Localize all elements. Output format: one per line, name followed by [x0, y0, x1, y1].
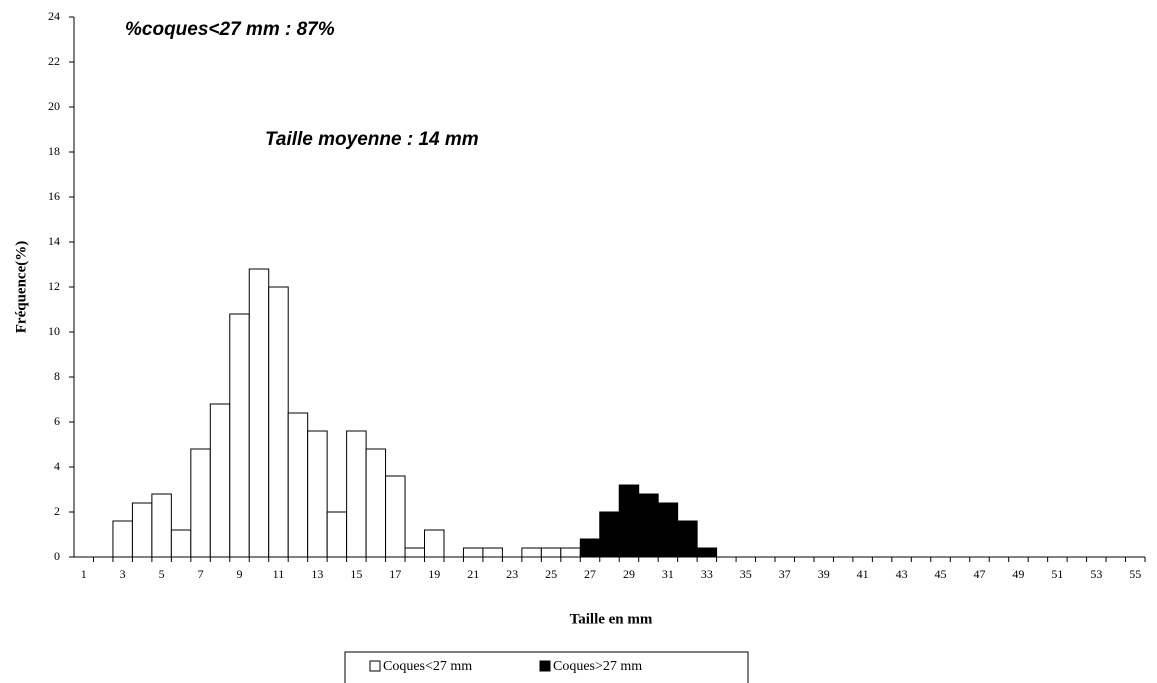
- x-tick-label: 39: [818, 567, 830, 581]
- y-tick-label: 6: [54, 414, 60, 428]
- x-tick-label: 49: [1012, 567, 1024, 581]
- x-tick-label: 31: [662, 567, 674, 581]
- x-tick-label: 51: [1051, 567, 1063, 581]
- x-tick-label: 11: [273, 567, 285, 581]
- x-tick-label: 21: [467, 567, 479, 581]
- x-tick-label: 55: [1129, 567, 1141, 581]
- y-tick-label: 12: [48, 279, 60, 293]
- legend-swatch: [369, 660, 381, 672]
- bar: [346, 430, 367, 558]
- bar: [385, 475, 406, 558]
- y-tick-label: 2: [54, 504, 60, 518]
- bar: [190, 448, 211, 558]
- bar: [287, 412, 309, 558]
- y-tick-label: 8: [54, 369, 60, 383]
- bar: [677, 520, 698, 558]
- x-tick-label: 15: [350, 567, 362, 581]
- bar: [462, 547, 484, 558]
- y-tick-label: 14: [48, 234, 60, 248]
- bar: [540, 547, 562, 558]
- x-tick-label: 5: [159, 567, 165, 581]
- bar: [307, 430, 328, 558]
- bar: [521, 547, 542, 558]
- x-axis-label: Taille en mm: [570, 611, 653, 627]
- x-tick-label: 19: [428, 567, 440, 581]
- x-tick-label: 25: [545, 567, 557, 581]
- x-tick-label: 13: [311, 567, 323, 581]
- bar: [638, 493, 659, 558]
- bar: [560, 547, 581, 558]
- x-tick-label: 7: [198, 567, 204, 581]
- x-tick-label: 27: [584, 567, 596, 581]
- legend-swatch: [539, 660, 551, 672]
- bar: [131, 502, 153, 558]
- y-tick-label: 4: [54, 459, 60, 473]
- x-tick-label: 29: [623, 567, 635, 581]
- x-tick-label: 17: [389, 567, 401, 581]
- y-tick-label: 22: [48, 54, 60, 68]
- bar: [424, 529, 445, 558]
- legend-label: Coques>27 mm: [553, 659, 642, 674]
- x-tick-label: 37: [779, 567, 791, 581]
- y-tick-label: 10: [48, 324, 60, 338]
- x-tick-label: 53: [1090, 567, 1102, 581]
- y-tick-label: 16: [48, 189, 60, 203]
- bar: [696, 547, 718, 558]
- bar: [151, 493, 172, 558]
- bar: [229, 313, 250, 558]
- x-tick-label: 33: [701, 567, 713, 581]
- x-tick-label: 41: [857, 567, 869, 581]
- annotation: Taille moyenne : 14 mm: [265, 129, 479, 150]
- x-tick-label: 45: [935, 567, 947, 581]
- bar: [657, 502, 679, 558]
- bar: [579, 538, 601, 558]
- x-tick-label: 1: [81, 567, 87, 581]
- x-tick-label: 9: [237, 567, 243, 581]
- bar: [170, 529, 192, 558]
- bar: [268, 286, 289, 558]
- y-tick-label: 24: [48, 9, 60, 23]
- x-tick-label: 23: [506, 567, 518, 581]
- bar: [618, 484, 640, 558]
- bar: [248, 268, 270, 558]
- legend-label: Coques<27 mm: [383, 659, 472, 674]
- annotation: %coques<27 mm : 87%: [125, 19, 335, 40]
- bar: [112, 520, 133, 558]
- bar: [365, 448, 387, 558]
- y-axis-label: Fréquence(%): [13, 241, 29, 333]
- bar: [404, 547, 426, 558]
- bar: [599, 511, 620, 558]
- x-tick-label: 35: [740, 567, 752, 581]
- x-tick-label: 43: [896, 567, 908, 581]
- y-tick-label: 0: [54, 549, 60, 563]
- y-tick-label: 20: [48, 99, 60, 113]
- x-tick-label: 47: [973, 567, 985, 581]
- bar: [326, 511, 348, 558]
- bar: [482, 547, 503, 558]
- y-tick-label: 18: [48, 144, 60, 158]
- x-tick-label: 3: [120, 567, 126, 581]
- bar: [209, 403, 231, 558]
